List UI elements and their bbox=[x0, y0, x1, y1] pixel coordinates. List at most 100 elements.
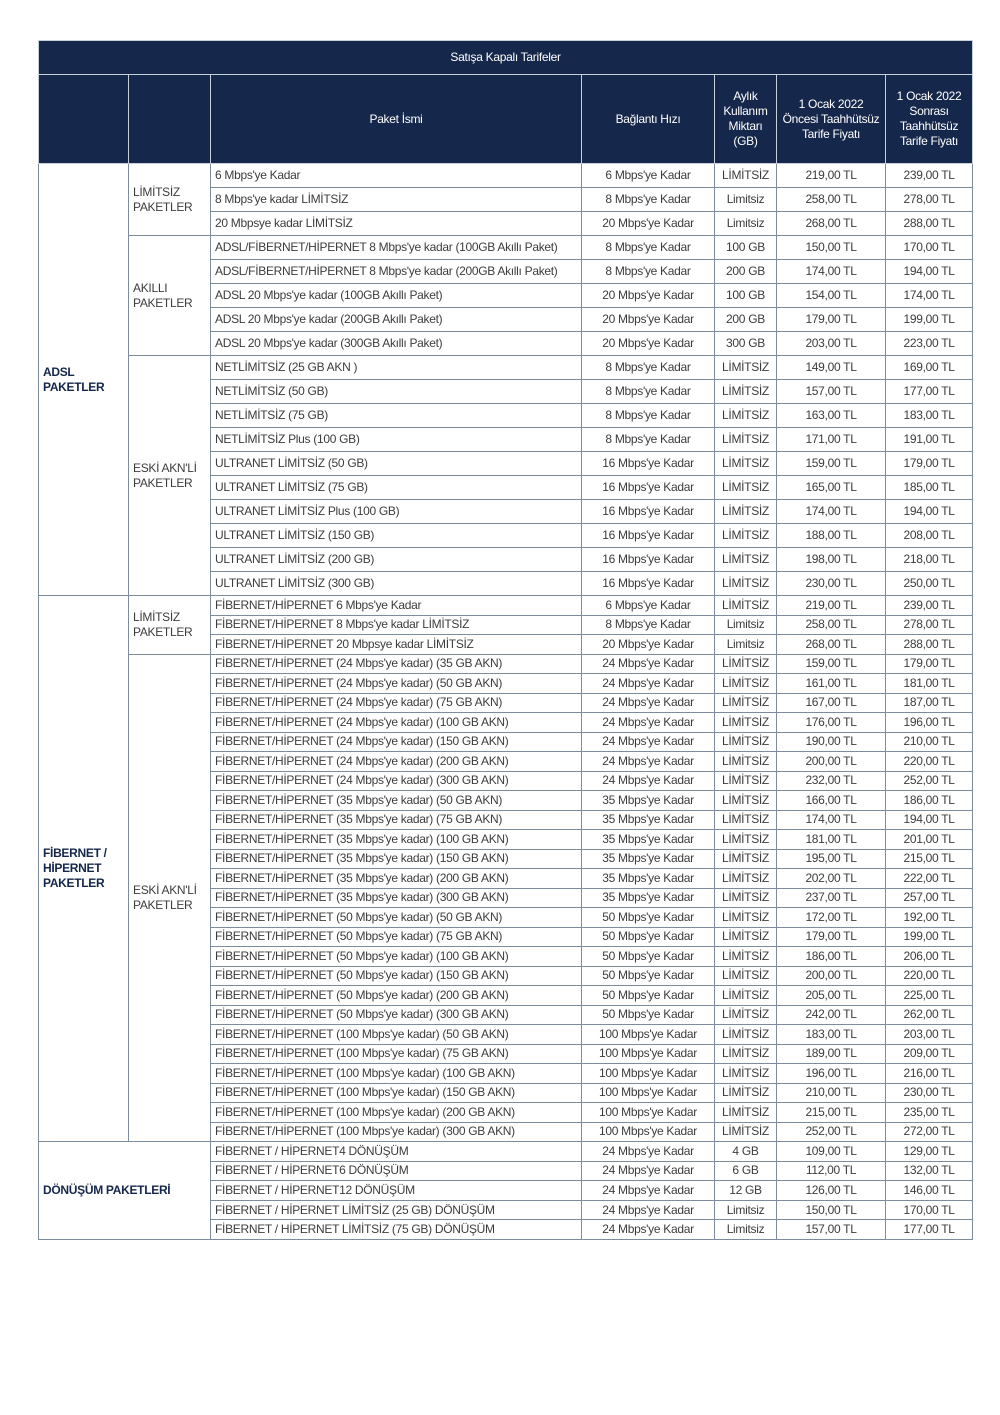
usage: Limitsiz bbox=[714, 187, 777, 212]
usage: LİMİTSİZ bbox=[714, 1004, 777, 1025]
subgroup-label: LİMİTSİZ PAKETLER bbox=[128, 163, 211, 236]
price-after: 235,00 TL bbox=[884, 1102, 974, 1123]
speed: 35 Mbps'ye Kadar bbox=[581, 829, 715, 850]
table-row: ULTRANET LİMİTSİZ (75 GB) 16 Mbps'ye Kada… bbox=[39, 475, 974, 500]
usage: LİMİTSİZ bbox=[714, 985, 777, 1006]
price-after: 215,00 TL bbox=[884, 848, 974, 869]
price-after: 223,00 TL bbox=[884, 331, 974, 356]
price-before: 159,00 TL bbox=[776, 451, 886, 476]
usage: LİMİTSİZ bbox=[714, 809, 777, 830]
table-row: FİBERNET/HİPERNET (35 Mbps'ye kadar) (75… bbox=[39, 809, 974, 830]
speed: 24 Mbps'ye Kadar bbox=[581, 692, 715, 713]
table-row: FİBERNET/HİPERNET (24 Mbps'ye kadar) (20… bbox=[39, 751, 974, 772]
usage: LİMİTSİZ bbox=[714, 692, 777, 713]
price-before: 126,00 TL bbox=[776, 1180, 886, 1201]
price-before: 179,00 TL bbox=[776, 926, 886, 947]
speed: 8 Mbps'ye Kadar bbox=[581, 427, 715, 452]
price-after: 230,00 TL bbox=[884, 1082, 974, 1103]
usage: Limitsiz bbox=[714, 1219, 777, 1240]
price-after: 278,00 TL bbox=[884, 187, 974, 212]
table-row: ADSL 20 Mbps'ye kadar (300GB Akıllı Pake… bbox=[39, 331, 974, 356]
usage: 300 GB bbox=[714, 331, 777, 356]
price-before: 200,00 TL bbox=[776, 751, 886, 772]
price-after: 181,00 TL bbox=[884, 673, 974, 694]
speed: 35 Mbps'ye Kadar bbox=[581, 887, 715, 908]
package-name: FİBERNET/HİPERNET (35 Mbps'ye kadar) (50… bbox=[210, 790, 582, 811]
package-name: ULTRANET LİMİTSİZ (150 GB) bbox=[210, 523, 582, 548]
price-before: 210,00 TL bbox=[776, 1082, 886, 1103]
usage: Limitsiz bbox=[714, 634, 777, 655]
speed: 8 Mbps'ye Kadar bbox=[581, 355, 715, 380]
speed: 24 Mbps'ye Kadar bbox=[581, 770, 715, 791]
price-after: 170,00 TL bbox=[884, 1199, 974, 1221]
package-name: ULTRANET LİMİTSİZ Plus (100 GB) bbox=[210, 499, 582, 524]
speed: 16 Mbps'ye Kadar bbox=[581, 451, 715, 476]
package-name: FİBERNET/HİPERNET (50 Mbps'ye kadar) (15… bbox=[210, 965, 582, 986]
price-before: 172,00 TL bbox=[776, 907, 886, 928]
price-after: 288,00 TL bbox=[884, 634, 974, 655]
speed: 100 Mbps'ye Kadar bbox=[581, 1082, 715, 1103]
group-header bbox=[38, 74, 129, 164]
package-name: FİBERNET/HİPERNET 8 Mbps'ye kadar LİMİTS… bbox=[210, 614, 582, 635]
table-row: ADSL 20 Mbps'ye kadar (100GB Akıllı Pake… bbox=[39, 283, 974, 308]
usage-header: Aylık Kullanım Miktarı (GB) bbox=[714, 74, 777, 164]
usage: LİMİTSİZ bbox=[714, 848, 777, 869]
table-row: FİBERNET / HİPERNET6 DÖNÜŞÜM 24 Mbps'ye K… bbox=[39, 1160, 974, 1182]
usage: 100 GB bbox=[714, 235, 777, 260]
speed: 20 Mbps'ye Kadar bbox=[581, 634, 715, 655]
price-after: 179,00 TL bbox=[884, 653, 974, 674]
package-name: FİBERNET/HİPERNET (35 Mbps'ye kadar) (30… bbox=[210, 887, 582, 908]
price-before: 252,00 TL bbox=[776, 1121, 886, 1142]
usage: Limitsiz bbox=[714, 614, 777, 635]
table-row: FİBERNET / HİPERNET PAKETLER LİMİTSİZ PAK… bbox=[38, 595, 974, 1142]
price-after: 239,00 TL bbox=[884, 163, 974, 188]
group-label: ADSL PAKETLER bbox=[38, 163, 129, 596]
speed: 24 Mbps'ye Kadar bbox=[581, 1199, 715, 1221]
usage: LİMİTSİZ bbox=[714, 653, 777, 674]
price-before: 189,00 TL bbox=[776, 1043, 886, 1064]
price-after: 146,00 TL bbox=[884, 1180, 974, 1201]
usage: LİMİTSİZ bbox=[714, 355, 777, 380]
price-after: 210,00 TL bbox=[884, 731, 974, 752]
price-after: 170,00 TL bbox=[884, 235, 974, 260]
price-before: 165,00 TL bbox=[776, 475, 886, 500]
price-before: 232,00 TL bbox=[776, 770, 886, 791]
usage: 200 GB bbox=[714, 307, 777, 332]
price-before: 203,00 TL bbox=[776, 331, 886, 356]
price-after: 262,00 TL bbox=[884, 1004, 974, 1025]
price-before: 174,00 TL bbox=[776, 499, 886, 524]
price-after: 177,00 TL bbox=[884, 379, 974, 404]
speed: 20 Mbps'ye Kadar bbox=[581, 211, 715, 236]
price-after: 218,00 TL bbox=[884, 547, 974, 572]
price-before: 202,00 TL bbox=[776, 868, 886, 889]
price-before: 205,00 TL bbox=[776, 985, 886, 1006]
speed: 50 Mbps'ye Kadar bbox=[581, 907, 715, 928]
price-after: 191,00 TL bbox=[884, 427, 974, 452]
speed: 8 Mbps'ye Kadar bbox=[581, 187, 715, 212]
usage: LİMİTSİZ bbox=[714, 379, 777, 404]
speed: 100 Mbps'ye Kadar bbox=[581, 1024, 715, 1045]
package-name: FİBERNET/HİPERNET (50 Mbps'ye kadar) (50… bbox=[210, 907, 582, 928]
speed: 50 Mbps'ye Kadar bbox=[581, 985, 715, 1006]
subgroup-label: LİMİTSİZ PAKETLER bbox=[128, 595, 211, 655]
price-after: 272,00 TL bbox=[884, 1121, 974, 1142]
table-row: ESKİ AKN'Lİ PAKETLER FİBERNET/HİPERNET (2… bbox=[39, 653, 974, 1142]
package-name: FİBERNET/HİPERNET (50 Mbps'ye kadar) (20… bbox=[210, 985, 582, 1006]
usage: LİMİTSİZ bbox=[714, 499, 777, 524]
speed: 8 Mbps'ye Kadar bbox=[581, 259, 715, 284]
price-before: 157,00 TL bbox=[776, 1219, 886, 1240]
price-before: 157,00 TL bbox=[776, 379, 886, 404]
package-name: ADSL 20 Mbps'ye kadar (300GB Akıllı Pake… bbox=[210, 331, 582, 356]
table-row: FİBERNET/HİPERNET (100 Mbps'ye kadar) (5… bbox=[39, 1024, 974, 1045]
speed: 16 Mbps'ye Kadar bbox=[581, 547, 715, 572]
table-row: FİBERNET/HİPERNET (50 Mbps'ye kadar) (10… bbox=[39, 946, 974, 967]
table-row: FİBERNET/HİPERNET 20 Mbpsye kadar LİMİTS… bbox=[39, 634, 974, 655]
table-row: AKILLI PAKETLER ADSL/FİBERNET/HİPERNET 8 … bbox=[39, 235, 974, 356]
table-row: ADSL PAKETLER LİMİTSİZ PAKETLER 6 Mbps'ye … bbox=[38, 163, 974, 596]
package-name: FİBERNET/HİPERNET (100 Mbps'ye kadar) (5… bbox=[210, 1024, 582, 1045]
price-after: 186,00 TL bbox=[884, 790, 974, 811]
table-row: ULTRANET LİMİTSİZ (200 GB) 16 Mbps'ye Kad… bbox=[39, 547, 974, 572]
speed: 24 Mbps'ye Kadar bbox=[581, 712, 715, 733]
usage: LİMİTSİZ bbox=[714, 907, 777, 928]
table-row: FİBERNET/HİPERNET 8 Mbps'ye kadar LİMİTS… bbox=[39, 614, 974, 635]
